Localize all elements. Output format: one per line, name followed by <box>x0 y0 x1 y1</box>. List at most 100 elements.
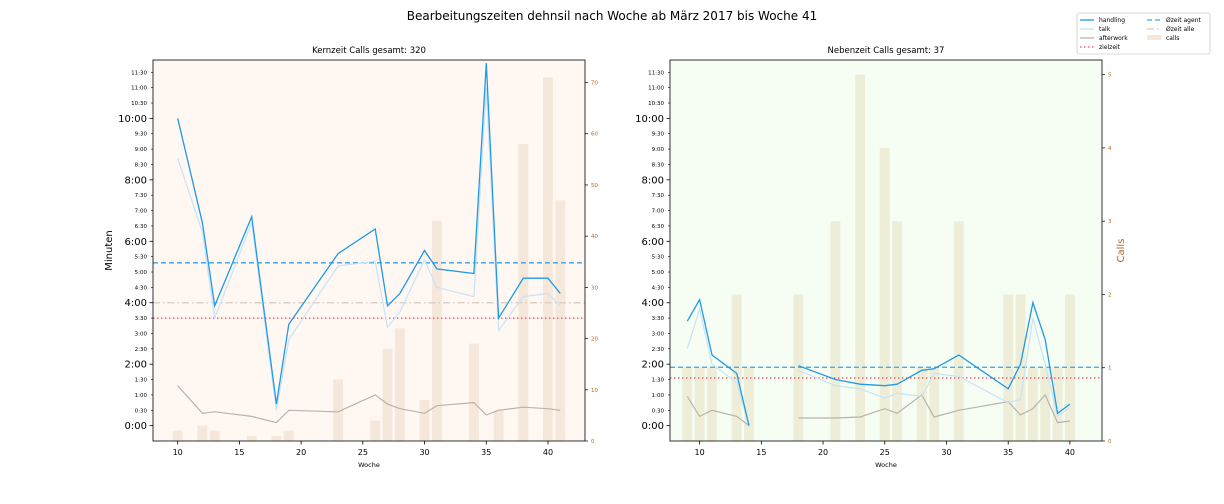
y-minor-tick-label: 0:30 <box>135 408 148 414</box>
y-minor-tick-label: 3:00 <box>135 331 148 337</box>
y-minor-tick-label: 10:30 <box>648 101 664 107</box>
y2-tick-label: 40 <box>591 234 598 240</box>
calls-bar <box>419 400 430 441</box>
series-talk <box>177 87 561 411</box>
calls-bar <box>493 410 504 441</box>
y-minor-tick-label: 8:30 <box>135 162 148 168</box>
plot-frame <box>669 59 1103 442</box>
calls-bar <box>555 200 566 441</box>
series-handling <box>686 297 1071 426</box>
y-minor-tick-label: 11:00 <box>131 86 147 92</box>
y2-tick-label: 5 <box>1108 73 1112 79</box>
y2-tick-label: 4 <box>1108 146 1112 152</box>
legend-label: zielzeit <box>1099 44 1121 51</box>
x-tick-label: 35 <box>1003 448 1013 457</box>
y-minor-tick-label: 9:00 <box>652 147 665 153</box>
y-major-tick-label: 6:00 <box>125 237 147 248</box>
legend-label: handling <box>1099 17 1125 24</box>
x-tick-label: 40 <box>543 448 553 457</box>
y2-tick-label: 0 <box>1108 439 1112 445</box>
series-afterwork <box>177 385 561 424</box>
calls-bar <box>468 343 479 441</box>
calls-bar <box>682 367 693 441</box>
calls-bar <box>879 147 890 441</box>
y2-tick-label: 50 <box>591 183 598 189</box>
legend-label: Øzeit agent <box>1166 17 1201 24</box>
figure-title: Bearbeitungszeiten dehnsil nach Woche ab… <box>407 9 817 23</box>
y-minor-tick-label: 1:00 <box>652 393 665 399</box>
y-minor-tick-label: 9:30 <box>135 132 148 138</box>
y-major-tick-label: 8:00 <box>125 175 147 186</box>
y2-tick-label: 0 <box>591 439 595 445</box>
calls-bar <box>197 425 208 441</box>
y2-tick-label: 20 <box>591 337 598 343</box>
calls-bar <box>209 430 220 441</box>
x-tick-label: 25 <box>358 448 368 457</box>
y-major-tick-label: 2:00 <box>125 360 147 371</box>
y2-tick-label: 70 <box>591 81 598 87</box>
calls-bar <box>382 348 393 441</box>
calls-bar <box>1052 367 1063 441</box>
y-minor-tick-label: 7:30 <box>135 193 148 199</box>
chart-kernzeit: 10 15 20 25 30 35 40 0:00 2:00 4:00 6:00 8:00 10:00 0… <box>104 46 598 469</box>
calls-bar <box>1064 294 1075 441</box>
y-minor-tick-label: 0:30 <box>652 408 665 414</box>
calls-bar <box>518 143 529 441</box>
y-minor-tick-label: 11:00 <box>648 86 664 92</box>
legend-swatch-calls <box>1147 35 1161 40</box>
y-minor-tick-label: 2:30 <box>652 347 665 353</box>
calls-bar <box>694 367 705 441</box>
y-minor-tick-label: 4:30 <box>652 285 665 291</box>
y-minor-tick-label: 5:30 <box>652 255 665 261</box>
calls-bar <box>431 220 442 441</box>
calls-bar <box>855 74 866 442</box>
legend-label: Øzeit alle <box>1166 26 1195 33</box>
series-handling <box>177 63 561 405</box>
y2-tick-label: 3 <box>1108 219 1112 225</box>
calls-bar <box>744 367 754 441</box>
plot-area <box>153 60 585 441</box>
calls-bar <box>246 435 257 441</box>
y-minor-tick-label: 8:30 <box>652 162 665 168</box>
x-tick-label: 30 <box>941 448 951 457</box>
y-minor-tick-label: 11:30 <box>131 70 147 76</box>
calls-bar <box>172 430 183 441</box>
plot-frame <box>152 59 586 442</box>
calls-bar <box>929 367 940 441</box>
calls-bar <box>953 221 964 441</box>
y-minor-tick-label: 5:00 <box>135 270 148 276</box>
y-minor-tick-label: 4:30 <box>135 285 148 291</box>
series-talk <box>686 306 1071 426</box>
y-major-tick-label: 10:00 <box>118 114 147 125</box>
x-tick-label: 10 <box>173 448 183 457</box>
panel-title: Nebenzeit Calls gesamt: 37 <box>828 46 945 56</box>
y-axis-label: Minuten <box>104 230 115 271</box>
y-minor-tick-label: 5:00 <box>652 270 665 276</box>
y2-tick-label: 30 <box>591 285 598 291</box>
y-minor-tick-label: 9:00 <box>135 147 148 153</box>
calls-bar <box>1040 367 1051 441</box>
y-minor-tick-label: 10:30 <box>131 101 147 107</box>
x-tick-label: 25 <box>880 448 890 457</box>
y-minor-tick-label: 7:30 <box>652 193 665 199</box>
y-minor-tick-label: 6:30 <box>652 224 665 230</box>
calls-bar <box>543 77 553 442</box>
calls-bar <box>370 420 381 441</box>
y-major-tick-label: 0:00 <box>642 421 664 432</box>
legend-frame <box>1076 12 1211 55</box>
legend: handling talk afterwork zielzeit Øzeit agent… <box>1076 12 1211 55</box>
calls-bar <box>283 430 294 441</box>
calls-bar <box>1015 294 1026 441</box>
calls-bar <box>892 221 903 441</box>
calls-bar <box>1027 367 1038 441</box>
y-minor-tick-label: 6:30 <box>135 224 148 230</box>
x-tick-label: 40 <box>1065 448 1075 457</box>
y-minor-tick-label: 7:00 <box>135 209 148 215</box>
chart-nebenzeit: 10 15 20 25 30 35 400:002:004:006:008:0010:000… <box>635 46 1127 469</box>
y-minor-tick-label: 3:30 <box>135 316 148 322</box>
calls-bar <box>271 435 282 441</box>
legend-label: talk <box>1099 26 1111 33</box>
x-tick-label: 20 <box>818 448 828 457</box>
y-minor-tick-label: 2:30 <box>135 347 148 353</box>
y-minor-tick-label: 3:00 <box>652 331 665 337</box>
